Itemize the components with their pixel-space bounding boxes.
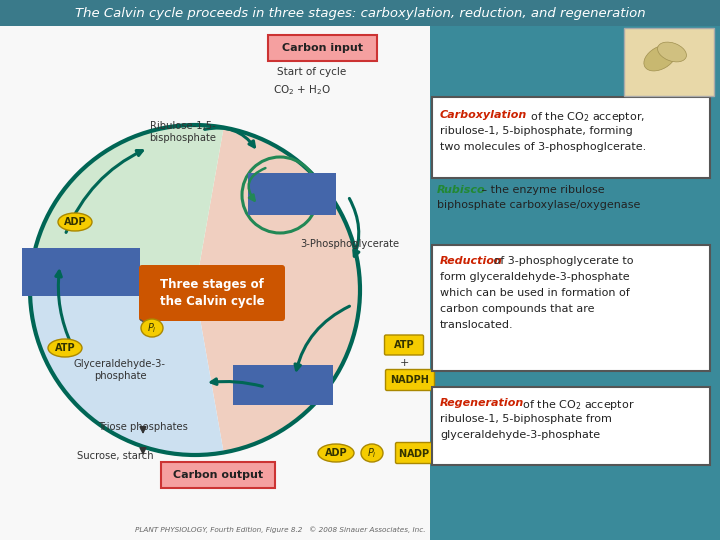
Text: Sucrose, starch: Sucrose, starch bbox=[77, 451, 153, 461]
FancyBboxPatch shape bbox=[430, 26, 720, 540]
FancyBboxPatch shape bbox=[161, 462, 275, 488]
Text: $\mathregular{CO_2}$ + $\mathregular{H_2O}$: $\mathregular{CO_2}$ + $\mathregular{H_2… bbox=[273, 83, 331, 97]
Text: 3-Phosphoglycerate: 3-Phosphoglycerate bbox=[300, 239, 399, 249]
Text: +: + bbox=[400, 358, 409, 368]
FancyBboxPatch shape bbox=[0, 0, 720, 26]
Text: which can be used in formation of: which can be used in formation of bbox=[440, 288, 630, 298]
Ellipse shape bbox=[644, 45, 676, 71]
Circle shape bbox=[30, 125, 360, 455]
FancyBboxPatch shape bbox=[624, 28, 714, 96]
Text: Carbon output: Carbon output bbox=[173, 470, 263, 480]
Text: ribulose-1, 5-biphosphate, forming: ribulose-1, 5-biphosphate, forming bbox=[440, 126, 633, 136]
Text: $P_i$: $P_i$ bbox=[367, 446, 377, 460]
FancyBboxPatch shape bbox=[268, 35, 377, 61]
Text: Three stages of
the Calvin cycle: Three stages of the Calvin cycle bbox=[160, 278, 264, 308]
Text: glyceraldehyde-3-phosphate: glyceraldehyde-3-phosphate bbox=[440, 430, 600, 440]
Ellipse shape bbox=[657, 42, 686, 62]
Text: form glyceraldehyde-3-phosphate: form glyceraldehyde-3-phosphate bbox=[440, 272, 629, 282]
FancyBboxPatch shape bbox=[385, 369, 434, 390]
Wedge shape bbox=[30, 125, 224, 290]
FancyBboxPatch shape bbox=[22, 248, 140, 296]
FancyBboxPatch shape bbox=[248, 173, 336, 215]
Text: Reduction: Reduction bbox=[440, 256, 503, 266]
Text: $P_i$: $P_i$ bbox=[147, 321, 157, 335]
Text: carbon compounds that are: carbon compounds that are bbox=[440, 304, 595, 314]
Text: The Calvin cycle proceeds in three stages: carboxylation, reduction, and regener: The Calvin cycle proceeds in three stage… bbox=[75, 6, 645, 19]
Text: Carboxylation: Carboxylation bbox=[440, 110, 527, 120]
FancyBboxPatch shape bbox=[432, 387, 710, 465]
Text: – the enzyme ribulose: – the enzyme ribulose bbox=[478, 185, 605, 195]
Text: Triose phosphates: Triose phosphates bbox=[98, 422, 188, 432]
Wedge shape bbox=[195, 127, 360, 453]
Text: ATP: ATP bbox=[394, 340, 414, 350]
FancyBboxPatch shape bbox=[432, 97, 710, 178]
Text: Glyceraldehyde-3-
phosphate: Glyceraldehyde-3- phosphate bbox=[74, 359, 166, 381]
Text: Rubisco: Rubisco bbox=[437, 185, 485, 195]
Text: ADP: ADP bbox=[325, 448, 347, 458]
Text: translocated.: translocated. bbox=[440, 320, 513, 330]
FancyBboxPatch shape bbox=[139, 265, 285, 321]
FancyBboxPatch shape bbox=[395, 442, 441, 463]
Ellipse shape bbox=[318, 444, 354, 462]
FancyBboxPatch shape bbox=[0, 26, 430, 540]
Text: NADP$^-$: NADP$^-$ bbox=[398, 447, 438, 459]
Text: biphosphate carboxylase/oxygenase: biphosphate carboxylase/oxygenase bbox=[437, 200, 640, 210]
Ellipse shape bbox=[48, 339, 82, 357]
Text: two molecules of 3-phosphoglcerate.: two molecules of 3-phosphoglcerate. bbox=[440, 142, 647, 152]
Ellipse shape bbox=[58, 213, 92, 231]
Text: of 3-phosphoglycerate to: of 3-phosphoglycerate to bbox=[490, 256, 634, 266]
Text: ATP: ATP bbox=[55, 343, 76, 353]
Text: of the $\mathregular{CO_2}$ acceptor: of the $\mathregular{CO_2}$ acceptor bbox=[519, 398, 635, 412]
Text: ADP: ADP bbox=[63, 217, 86, 227]
Text: PLANT PHYSIOLOGY, Fourth Edition, Figure 8.2   © 2008 Sinauer Associates, Inc.: PLANT PHYSIOLOGY, Fourth Edition, Figure… bbox=[135, 526, 426, 534]
FancyBboxPatch shape bbox=[384, 335, 423, 355]
Text: Ribulose-1,5-
bisphosphate: Ribulose-1,5- bisphosphate bbox=[150, 121, 217, 143]
Ellipse shape bbox=[141, 319, 163, 337]
Text: Start of cycle: Start of cycle bbox=[277, 67, 346, 77]
Text: NADPH: NADPH bbox=[390, 375, 429, 385]
FancyBboxPatch shape bbox=[233, 365, 333, 405]
Text: Carbon input: Carbon input bbox=[282, 43, 362, 53]
Text: of the $\mathregular{CO_2}$ acceptor,: of the $\mathregular{CO_2}$ acceptor, bbox=[527, 110, 645, 124]
FancyBboxPatch shape bbox=[432, 245, 710, 371]
Text: ribulose-1, 5-biphosphate from: ribulose-1, 5-biphosphate from bbox=[440, 414, 612, 424]
Text: Regeneration: Regeneration bbox=[440, 398, 524, 408]
Wedge shape bbox=[30, 290, 224, 455]
Ellipse shape bbox=[361, 444, 383, 462]
